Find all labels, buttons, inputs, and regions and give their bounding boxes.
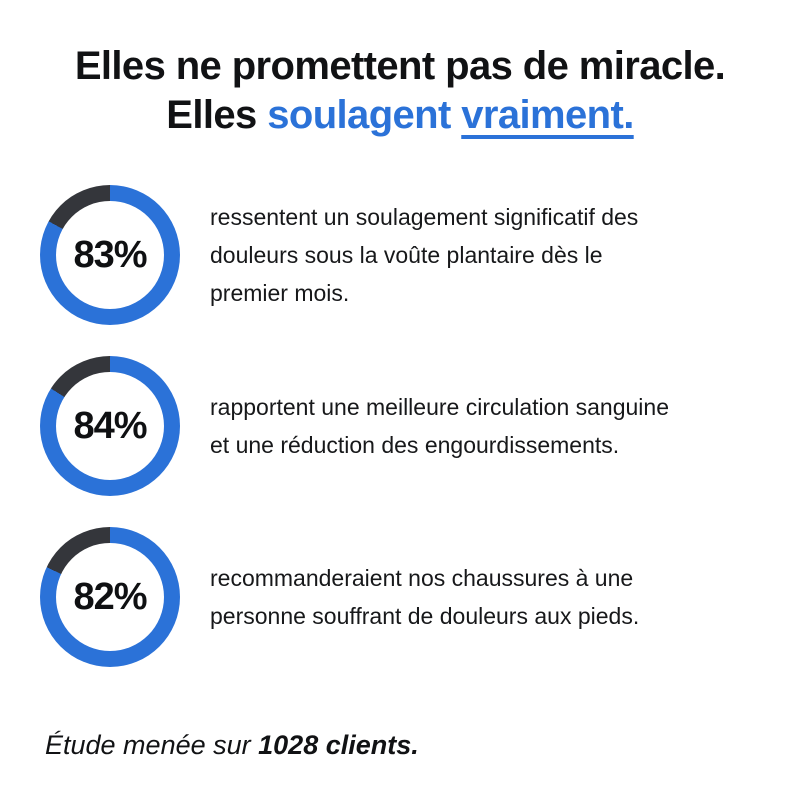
donut-percentage: 82% bbox=[73, 575, 147, 618]
donut-hole bbox=[56, 543, 164, 651]
footnote-text: Étude menée sur bbox=[45, 730, 251, 760]
stat-description: ressentent un soulagement significatif d… bbox=[210, 204, 639, 306]
stat-description: recommanderaient nos chaussures à une pe… bbox=[210, 565, 640, 629]
donut-chart-3: 82% bbox=[40, 527, 180, 667]
footnote-bold-text: 1028 clients. bbox=[258, 730, 419, 760]
title-line-2-prefix: Elles bbox=[166, 93, 257, 137]
stat-row: 83% ressentent un soulagement significat… bbox=[40, 185, 760, 325]
title-highlight-text: soulagent bbox=[267, 93, 451, 137]
donut-hole bbox=[56, 201, 164, 309]
stats-list: 83% ressentent un soulagement significat… bbox=[40, 185, 760, 667]
title-line-1: Elles ne promettent pas de miracle. bbox=[74, 44, 726, 88]
donut-chart-2: 84% bbox=[40, 356, 180, 496]
stat-row: 82% recommanderaient nos chaussures à un… bbox=[40, 527, 760, 667]
page-title: Elles ne promettent pas de miracle. Elle… bbox=[0, 0, 800, 140]
title-underlined-text: vraiment. bbox=[461, 93, 634, 137]
donut-percentage: 84% bbox=[73, 404, 147, 447]
donut-chart-1: 83% bbox=[40, 185, 180, 325]
study-footnote: Étude menée sur 1028 clients. bbox=[45, 730, 800, 761]
stat-description: rapportent une meilleure circulation san… bbox=[210, 394, 670, 458]
stat-row: 84% rapportent une meilleure circulation… bbox=[40, 356, 760, 496]
donut-percentage: 83% bbox=[73, 233, 147, 276]
donut-hole bbox=[56, 372, 164, 480]
title-line-2: Elles soulagent vraiment. bbox=[0, 91, 800, 140]
